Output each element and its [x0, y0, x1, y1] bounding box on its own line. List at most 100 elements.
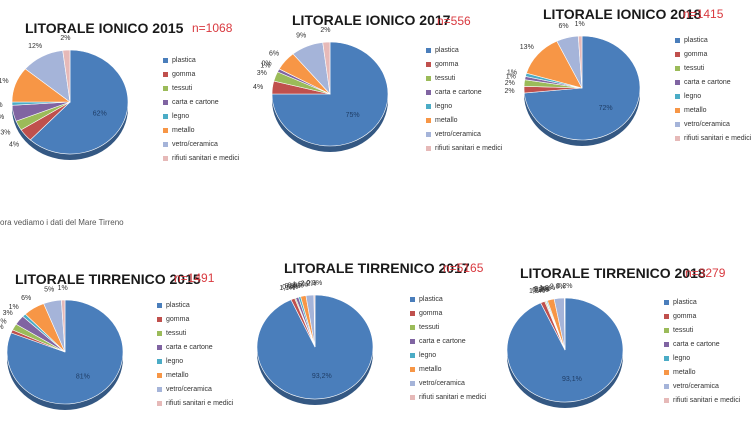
legend-item: vetro/ceramica — [157, 382, 233, 396]
legend-swatch — [664, 313, 669, 319]
legend-swatch — [426, 131, 431, 137]
data-label: 1% — [507, 70, 517, 77]
legend-swatch — [664, 383, 669, 389]
pie-slice — [577, 35, 583, 89]
legend-item: tessuti — [664, 323, 740, 337]
data-label: 2% — [320, 27, 330, 34]
data-label: 9% — [296, 32, 306, 39]
legend-swatch — [163, 155, 168, 161]
legend-label: metallo — [435, 116, 458, 124]
legend-item: legno — [664, 351, 740, 365]
data-label: 4% — [9, 141, 19, 148]
legend-label: metallo — [166, 371, 189, 379]
pie-slice — [62, 49, 71, 103]
legend-label: vetro/ceramica — [435, 130, 481, 138]
legend-item: legno — [163, 109, 239, 123]
data-label: 11% — [0, 78, 9, 85]
legend-item: carta e cartone — [675, 75, 751, 89]
legend-swatch — [664, 299, 669, 305]
data-label: 0,2% — [533, 287, 549, 294]
chart-title: LITORALE TIRRENICO 2015 — [15, 271, 201, 287]
legend-swatch — [410, 394, 415, 400]
data-label: 1% — [9, 304, 19, 311]
legend-item: metallo — [664, 365, 740, 379]
legend-label: vetro/ceramica — [166, 385, 212, 393]
data-label: 2,2% — [301, 280, 317, 287]
legend-label: tessuti — [684, 64, 705, 72]
legend-swatch — [157, 344, 162, 350]
pie-chart: 81%1%2%3%1%6%5%1% — [0, 285, 124, 410]
data-label: 0,3% — [534, 286, 550, 293]
legend-label: metallo — [673, 368, 696, 376]
legend-swatch — [426, 103, 431, 109]
data-label: 4% — [253, 84, 263, 91]
legend-swatch — [426, 89, 431, 95]
legend-item: rifiuti sanitari e medici — [675, 131, 751, 145]
legend-swatch — [163, 85, 168, 91]
legend-label: legno — [172, 112, 190, 120]
legend-label: metallo — [684, 106, 707, 114]
data-label: 62% — [93, 111, 107, 118]
legend-item: tessuti — [163, 81, 239, 95]
sample-count: n=5165 — [443, 261, 484, 275]
data-label: 3% — [257, 70, 267, 77]
legend-item: vetro/ceramica — [664, 379, 740, 393]
legend-label: gomma — [419, 309, 443, 317]
legend-label: plastica — [166, 301, 190, 309]
data-label: 6% — [269, 51, 279, 58]
chart-title: LITORALE TIRRENICO 2017 — [284, 260, 470, 276]
data-label: 1% — [506, 74, 516, 81]
sample-count: n=3279 — [685, 266, 726, 280]
data-label: 0,3% — [282, 284, 298, 291]
legend-item: tessuti — [675, 61, 751, 75]
legend-label: legno — [673, 354, 691, 362]
pie-slice — [322, 41, 331, 95]
legend-swatch — [410, 310, 415, 316]
legend-swatch — [163, 141, 168, 147]
data-label: 81% — [76, 374, 90, 381]
data-label: 0,6% — [288, 282, 304, 289]
legend-item: carta e cartone — [664, 337, 740, 351]
legend-item: metallo — [163, 123, 239, 137]
data-label: 2% — [505, 80, 515, 87]
legend-swatch — [410, 324, 415, 330]
pie-slice — [29, 49, 129, 155]
data-label: 3% — [0, 130, 10, 137]
legend-swatch — [664, 355, 669, 361]
data-label: 12% — [28, 43, 42, 50]
legend-label: rifiuti sanitari e medici — [419, 393, 487, 401]
data-label: 75% — [346, 112, 360, 119]
data-label: 6% — [559, 23, 569, 30]
pie-slice — [61, 299, 66, 353]
legend-label: rifiuti sanitari e medici — [684, 134, 752, 142]
legend-item: carta e cartone — [163, 95, 239, 109]
legend-item: plastica — [163, 53, 239, 67]
legend-item: gomma — [675, 47, 751, 61]
sample-count: n=1068 — [192, 21, 233, 35]
legend-label: vetro/ceramica — [172, 140, 218, 148]
legend-label: rifiuti sanitari e medici — [166, 399, 234, 407]
legend-swatch — [157, 386, 162, 392]
legend-item: carta e cartone — [410, 334, 486, 348]
data-label: 1,2% — [529, 288, 545, 295]
legend-label: gomma — [172, 70, 196, 78]
chart-title: LITORALE IONICO 2018 — [543, 6, 702, 22]
legend-label: carta e cartone — [419, 337, 466, 345]
pie-chart: 93,2%1,1%0,3%0,8%0,6%1,5%2,2%0,3% — [256, 280, 374, 405]
legend-item: gomma — [163, 67, 239, 81]
chart-title: LITORALE IONICO 2015 — [25, 20, 184, 36]
legend-swatch — [426, 75, 431, 81]
pie-slice — [563, 297, 566, 351]
legend-label: vetro/ceramica — [684, 120, 730, 128]
data-label: 0,8% — [285, 283, 301, 290]
legend-label: gomma — [673, 312, 697, 320]
legend-swatch — [426, 47, 431, 53]
legend-label: gomma — [166, 315, 190, 323]
data-label: 1,5% — [292, 281, 308, 288]
data-label: 2% — [504, 88, 514, 95]
legend-item: vetro/ceramica — [675, 117, 751, 131]
data-label: 13% — [520, 44, 534, 51]
legend-item: vetro/ceramica — [163, 137, 239, 151]
legend-label: tessuti — [166, 329, 187, 337]
legend-label: plastica — [172, 56, 196, 64]
